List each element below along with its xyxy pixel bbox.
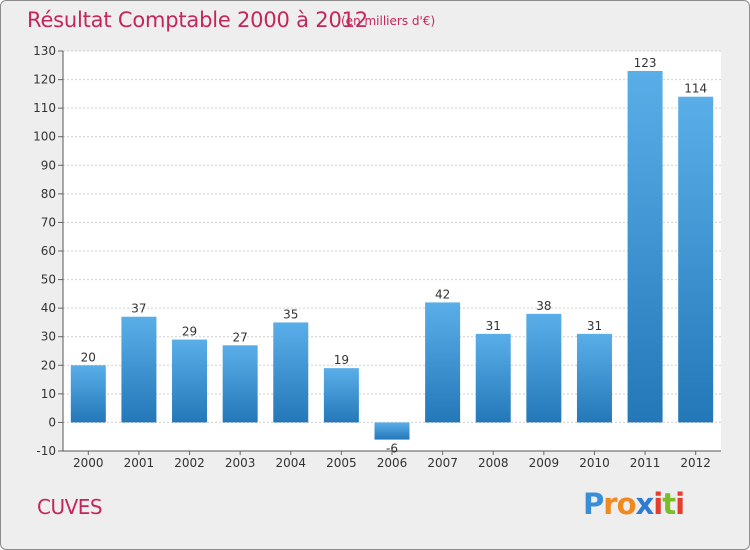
y-tick-label: 40 xyxy=(41,301,56,315)
y-tick-label: 0 xyxy=(48,415,56,429)
bar xyxy=(678,96,714,423)
logo-letter: x xyxy=(635,487,655,521)
bar xyxy=(172,339,208,423)
bar xyxy=(222,345,258,423)
x-tick-label: 2010 xyxy=(579,456,610,470)
x-tick-label: 2001 xyxy=(124,456,155,470)
y-tick-label: 70 xyxy=(41,215,56,229)
x-tick-label: 2006 xyxy=(377,456,408,470)
bar xyxy=(374,422,410,440)
commune-name: CUVES xyxy=(37,495,103,519)
y-tick-label: 110 xyxy=(33,101,56,115)
data-label: 37 xyxy=(131,302,146,316)
y-tick-label: 120 xyxy=(33,73,56,87)
x-tick-label: 2005 xyxy=(326,456,357,470)
y-tick-label: 80 xyxy=(41,187,56,201)
x-tick-label: 2009 xyxy=(529,456,560,470)
data-label: -6 xyxy=(386,442,398,456)
bar xyxy=(273,322,309,423)
data-label: 27 xyxy=(233,330,248,344)
logo-letter: t xyxy=(662,487,676,521)
y-tick-label: -10 xyxy=(36,444,56,458)
data-label: 20 xyxy=(81,350,96,364)
x-tick-label: 2011 xyxy=(630,456,661,470)
y-tick-label: 90 xyxy=(41,158,56,172)
bar xyxy=(576,333,612,423)
y-tick-label: 100 xyxy=(33,130,56,144)
bar xyxy=(121,316,157,423)
x-tick-label: 2000 xyxy=(73,456,104,470)
data-label: 19 xyxy=(334,353,349,367)
y-tick-label: 130 xyxy=(33,44,56,58)
data-label: 114 xyxy=(684,82,707,96)
logo-letter: i xyxy=(653,487,663,521)
logo-letter: r xyxy=(603,487,617,521)
chart-subtitle: (en milliers d'€) xyxy=(341,14,436,28)
bar xyxy=(475,333,511,423)
y-tick-label: 20 xyxy=(41,358,56,372)
proxiti-logo[interactable]: Proxiti xyxy=(583,487,685,521)
data-label: 35 xyxy=(283,307,298,321)
x-tick-label: 2002 xyxy=(174,456,205,470)
data-label: 29 xyxy=(182,325,197,339)
bar xyxy=(70,365,106,423)
y-tick-label: 60 xyxy=(41,244,56,258)
y-tick-label: 10 xyxy=(41,387,56,401)
bar xyxy=(526,313,562,423)
data-label: 123 xyxy=(634,56,657,70)
bar xyxy=(323,368,359,423)
data-label: 38 xyxy=(536,299,551,313)
logo-letter: o xyxy=(616,487,637,521)
chart-title: Résultat Comptable 2000 à 2012 xyxy=(27,8,368,32)
x-tick-label: 2012 xyxy=(680,456,711,470)
data-label: 31 xyxy=(587,319,602,333)
bar xyxy=(627,71,663,423)
logo-letter: i xyxy=(675,487,685,521)
data-label: 42 xyxy=(435,287,450,301)
bar xyxy=(425,302,461,423)
x-tick-label: 2008 xyxy=(478,456,509,470)
data-label: 31 xyxy=(486,319,501,333)
x-tick-label: 2003 xyxy=(225,456,256,470)
logo-letter: P xyxy=(583,487,604,521)
y-tick-label: 50 xyxy=(41,273,56,287)
x-tick-label: 2004 xyxy=(275,456,306,470)
y-tick-label: 30 xyxy=(41,330,56,344)
x-tick-label: 2007 xyxy=(427,456,458,470)
